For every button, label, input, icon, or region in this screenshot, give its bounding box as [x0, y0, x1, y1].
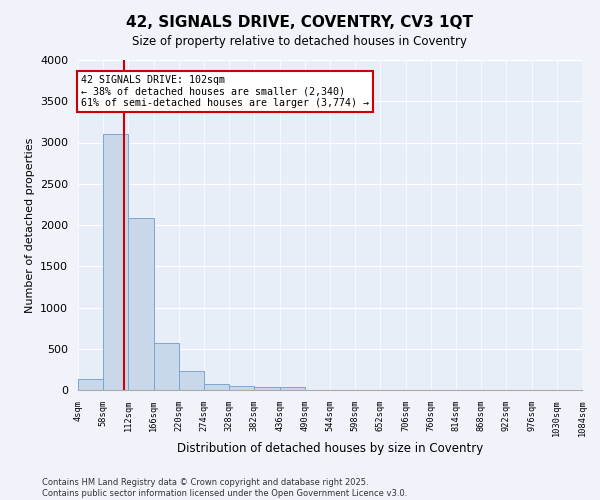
Bar [78, 380, 103, 390]
Text: 42 SIGNALS DRIVE: 102sqm
← 38% of detached houses are smaller (2,340)
61% of sem: 42 SIGNALS DRIVE: 102sqm ← 38% of detach… [81, 75, 369, 108]
Text: Contains HM Land Registry data © Crown copyright and database right 2025.
Contai: Contains HM Land Registry data © Crown c… [42, 478, 407, 498]
Bar [128, 218, 154, 390]
Y-axis label: Number of detached properties: Number of detached properties [25, 138, 35, 312]
Text: Size of property relative to detached houses in Coventry: Size of property relative to detached ho… [133, 35, 467, 48]
Bar [254, 386, 280, 390]
Bar [204, 384, 229, 390]
Bar [229, 386, 254, 390]
Bar [103, 134, 128, 390]
Bar [154, 343, 179, 390]
Text: 42, SIGNALS DRIVE, COVENTRY, CV3 1QT: 42, SIGNALS DRIVE, COVENTRY, CV3 1QT [127, 15, 473, 30]
Bar [179, 371, 204, 390]
Bar [280, 387, 305, 390]
X-axis label: Distribution of detached houses by size in Coventry: Distribution of detached houses by size … [177, 442, 483, 455]
